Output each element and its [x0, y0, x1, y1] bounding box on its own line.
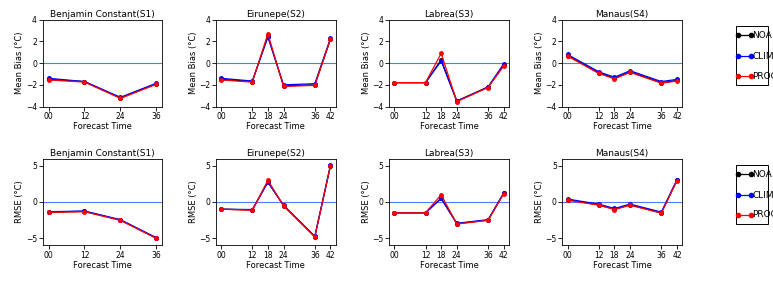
Text: PROG: PROG [752, 72, 773, 81]
Text: CLIM: CLIM [752, 52, 773, 61]
Title: Eirunepe(S2): Eirunepe(S2) [247, 10, 305, 19]
Title: Manaus(S4): Manaus(S4) [596, 149, 649, 158]
Y-axis label: Mean Bias (°C): Mean Bias (°C) [362, 32, 371, 94]
Title: Eirunepe(S2): Eirunepe(S2) [247, 149, 305, 158]
Y-axis label: RMSE (°C): RMSE (°C) [15, 180, 24, 223]
X-axis label: Forecast Time: Forecast Time [73, 122, 132, 131]
X-axis label: Forecast Time: Forecast Time [247, 261, 305, 270]
Title: Benjamin Constant(S1): Benjamin Constant(S1) [50, 149, 155, 158]
Text: NOA: NOA [752, 31, 772, 40]
FancyBboxPatch shape [736, 165, 768, 224]
Title: Manaus(S4): Manaus(S4) [596, 10, 649, 19]
Title: Labrea(S3): Labrea(S3) [424, 10, 474, 19]
Y-axis label: Mean Bias (°C): Mean Bias (°C) [189, 32, 198, 94]
Y-axis label: RMSE (°C): RMSE (°C) [535, 180, 544, 223]
X-axis label: Forecast Time: Forecast Time [420, 261, 478, 270]
Y-axis label: RMSE (°C): RMSE (°C) [189, 180, 198, 223]
X-axis label: Forecast Time: Forecast Time [593, 122, 652, 131]
Text: NOA: NOA [752, 170, 772, 179]
X-axis label: Forecast Time: Forecast Time [593, 261, 652, 270]
Text: PROG: PROG [752, 210, 773, 219]
X-axis label: Forecast Time: Forecast Time [73, 261, 132, 270]
FancyBboxPatch shape [736, 26, 768, 85]
Y-axis label: RMSE (°C): RMSE (°C) [362, 180, 371, 223]
X-axis label: Forecast Time: Forecast Time [420, 122, 478, 131]
X-axis label: Forecast Time: Forecast Time [247, 122, 305, 131]
Y-axis label: Mean Bias (°C): Mean Bias (°C) [535, 32, 544, 94]
Text: CLIM: CLIM [752, 191, 773, 199]
Title: Benjamin Constant(S1): Benjamin Constant(S1) [50, 10, 155, 19]
Y-axis label: Mean Bias (°C): Mean Bias (°C) [15, 32, 24, 94]
Title: Labrea(S3): Labrea(S3) [424, 149, 474, 158]
